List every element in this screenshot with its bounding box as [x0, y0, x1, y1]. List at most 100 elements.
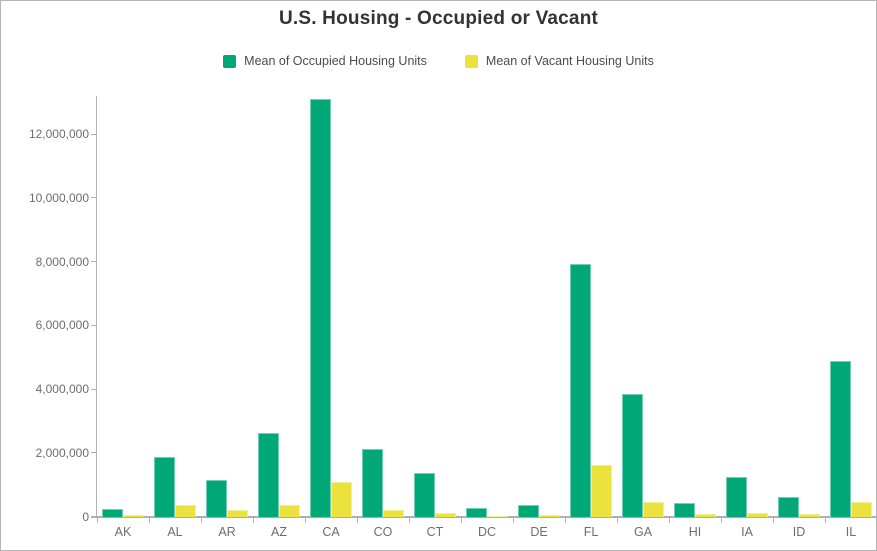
bar-group-CT: [409, 96, 461, 517]
bar-group-HI: [669, 96, 721, 517]
bar-group-GA: [617, 96, 669, 517]
x-axis-tick: [200, 516, 202, 523]
x-axis-tick: [668, 516, 670, 523]
x-axis-tick: [304, 516, 306, 523]
bar-group-IL: [825, 96, 876, 517]
bar-vacant-AR[interactable]: [227, 509, 248, 517]
x-axis-label: DC: [477, 525, 497, 539]
y-tick-label: 6,000,000: [35, 318, 89, 333]
bar-vacant-GA[interactable]: [643, 501, 664, 517]
x-axis-line: [91, 515, 876, 518]
bar-group-AL: [149, 96, 201, 517]
y-tick-label: 10,000,000: [28, 190, 89, 205]
bar-group-DE: [513, 96, 565, 517]
legend-swatch-icon: [464, 54, 478, 68]
bar-vacant-HI[interactable]: [695, 513, 716, 517]
y-axis-line: [96, 96, 97, 518]
y-tick-label: 2,000,000: [35, 445, 89, 460]
bar-vacant-AZ[interactable]: [279, 504, 300, 517]
x-axis-label: CO: [373, 525, 393, 539]
bar-vacant-CA[interactable]: [331, 481, 352, 517]
x-axis-label: CT: [426, 525, 444, 539]
bar-vacant-AL[interactable]: [175, 504, 196, 517]
x-axis-label: HI: [688, 525, 702, 539]
bar-group-AK: [97, 96, 149, 517]
x-axis-tick: [356, 516, 358, 523]
y-axis-tick: [91, 324, 96, 326]
bar-group-CO: [357, 96, 409, 517]
y-axis-tick: [91, 133, 96, 135]
y-axis-tick: [91, 261, 96, 262]
x-axis-tick: [772, 516, 774, 523]
x-axis-tick: [148, 516, 150, 523]
y-axis-tick: [91, 388, 96, 390]
bar-occupied-DE[interactable]: [518, 504, 539, 517]
bar-occupied-AK[interactable]: [102, 508, 123, 517]
x-axis-label: AZ: [271, 525, 287, 539]
x-axis-tick: [408, 516, 410, 523]
y-tick-label: 0: [82, 509, 89, 524]
bar-occupied-ID[interactable]: [778, 496, 799, 517]
x-axis-label: CA: [322, 525, 340, 539]
bar-occupied-IL[interactable]: [830, 360, 851, 517]
bar-occupied-CA[interactable]: [310, 98, 331, 517]
x-axis-tick: [564, 516, 566, 523]
bar-occupied-IA[interactable]: [726, 476, 747, 517]
bar-occupied-CT[interactable]: [414, 472, 435, 517]
bar-group-AR: [201, 96, 253, 517]
legend-item-vacant[interactable]: Mean of Vacant Housing Units: [464, 54, 654, 68]
bar-occupied-FL[interactable]: [570, 263, 591, 517]
x-axis-label: AR: [218, 525, 236, 539]
x-axis-tick: [460, 516, 462, 523]
bar-group-ID: [773, 96, 825, 517]
x-axis-tick: [96, 516, 98, 523]
bar-group-IA: [721, 96, 773, 517]
bar-vacant-AK[interactable]: [123, 514, 144, 517]
x-axis-label: DE: [530, 525, 548, 539]
bar-vacant-DE[interactable]: [539, 514, 560, 517]
bar-occupied-AR[interactable]: [206, 479, 227, 517]
x-axis-tick: [252, 516, 254, 523]
y-tick-label: 8,000,000: [35, 254, 89, 269]
x-axis-tick: [616, 516, 618, 523]
bar-group-AZ: [253, 96, 305, 517]
bar-occupied-AL[interactable]: [154, 456, 175, 517]
x-axis-label: IA: [741, 525, 753, 539]
x-axis-label: AL: [167, 525, 183, 539]
bar-vacant-IL[interactable]: [851, 501, 872, 517]
bar-occupied-GA[interactable]: [622, 393, 643, 517]
x-axis-label: IL: [845, 525, 857, 539]
x-axis-label: FL: [583, 525, 599, 539]
legend-label: Mean of Vacant Housing Units: [485, 54, 654, 68]
bar-occupied-DC[interactable]: [466, 507, 487, 517]
chart-title: U.S. Housing - Occupied or Vacant: [278, 8, 599, 29]
bar-group-FL: [565, 96, 617, 517]
y-axis-tick: [91, 197, 96, 199]
chart-legend: Mean of Occupied Housing Units Mean of Va…: [1, 54, 876, 68]
bar-group-DC: [461, 96, 513, 517]
x-axis-label: GA: [633, 525, 653, 539]
x-axis-tick: [512, 516, 514, 523]
legend-label: Mean of Occupied Housing Units: [244, 54, 427, 68]
x-axis-tick: [824, 516, 826, 523]
x-axis-label: ID: [792, 525, 806, 539]
y-tick-label: 4,000,000: [35, 382, 89, 396]
bar-vacant-IA[interactable]: [747, 512, 768, 517]
bar-vacant-ID[interactable]: [799, 513, 820, 517]
bar-vacant-CO[interactable]: [383, 509, 404, 517]
legend-item-occupied[interactable]: Mean of Occupied Housing Units: [223, 54, 427, 68]
x-axis-label: AK: [114, 525, 132, 539]
y-axis-tick: [91, 452, 96, 454]
y-axis-tick: [91, 516, 96, 517]
bar-occupied-CO[interactable]: [362, 448, 383, 517]
bar-vacant-FL[interactable]: [591, 464, 612, 517]
y-tick-label: 12,000,000: [28, 127, 89, 141]
bar-occupied-HI[interactable]: [674, 502, 695, 517]
legend-swatch-icon: [223, 54, 237, 68]
bar-group-CA: [305, 96, 357, 517]
bar-vacant-CT[interactable]: [435, 512, 456, 517]
bar-vacant-DC[interactable]: [487, 515, 508, 517]
x-axis-tick: [720, 516, 722, 523]
bar-occupied-AZ[interactable]: [258, 432, 279, 517]
